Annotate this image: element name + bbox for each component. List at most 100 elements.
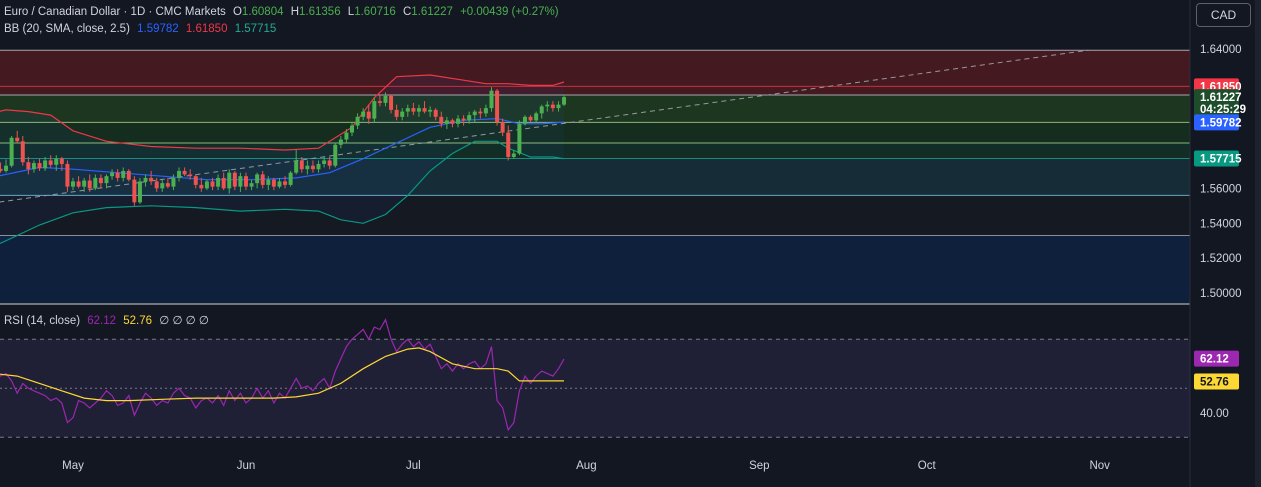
candle — [188, 169, 193, 180]
candle — [249, 179, 254, 191]
candle-body — [422, 108, 427, 112]
candle-body — [456, 118, 461, 124]
candle-body — [450, 120, 455, 124]
candle — [4, 159, 9, 173]
candle — [350, 122, 354, 137]
month-label: Oct — [918, 460, 937, 472]
candle — [428, 106, 433, 117]
candle — [238, 172, 243, 192]
candle — [366, 104, 371, 124]
candle-body — [227, 172, 232, 189]
right-scrollbar[interactable] — [1255, 0, 1261, 487]
zone-0 — [0, 50, 1190, 96]
candle — [288, 170, 293, 187]
candle-body — [316, 163, 321, 170]
candle — [338, 136, 343, 149]
candle-body — [182, 170, 187, 175]
candle — [54, 155, 59, 171]
bb-lower-line — [0, 140, 565, 245]
candle — [271, 177, 276, 191]
candle — [216, 174, 221, 191]
month-label: Jun — [237, 460, 256, 472]
candle-body — [322, 160, 327, 164]
candle — [333, 143, 338, 168]
candle — [43, 156, 48, 171]
candle-body — [522, 116, 527, 124]
candle-body — [489, 90, 494, 109]
month-label: Sep — [749, 460, 769, 472]
close-value: 1.61227 — [411, 6, 453, 18]
candle — [87, 174, 92, 192]
candle — [59, 156, 64, 171]
candle — [260, 170, 265, 189]
candle — [383, 92, 388, 107]
candle-body — [283, 181, 288, 185]
basis-price-badge: 1.59782 — [1194, 114, 1242, 131]
candle — [310, 160, 315, 173]
candle — [266, 176, 271, 191]
currency-button[interactable]: CAD — [1196, 3, 1251, 27]
candle-body — [545, 104, 550, 107]
zone-2 — [0, 122, 1190, 144]
lower-price-badge-text: 1.57715 — [1200, 154, 1242, 166]
close-label: C — [402, 6, 412, 18]
candle — [37, 158, 42, 171]
candle — [511, 149, 516, 159]
candle — [104, 174, 109, 189]
candle-body — [115, 172, 120, 178]
basis-price-badge-bg — [1194, 114, 1239, 131]
candle-body — [4, 165, 9, 171]
change-value: +0.00439 (+0.27%) — [460, 6, 559, 18]
candle-body — [160, 183, 165, 189]
bb-label[interactable]: BB (20, SMA, close, 2.5) — [4, 23, 130, 35]
candle-body — [299, 160, 304, 170]
candle-body — [366, 111, 371, 119]
candle — [506, 125, 511, 161]
bb-upper-line — [0, 74, 565, 151]
rsi-tick-label: 40.00 — [1200, 408, 1229, 420]
candle-body — [266, 179, 271, 185]
candle-body — [355, 116, 360, 126]
candle-body — [472, 111, 477, 116]
candle-body — [48, 160, 53, 165]
price-zones — [0, 50, 1190, 303]
candle — [137, 177, 142, 205]
candle-body — [416, 108, 421, 112]
time-axis: May Jun Jul Aug Sep Oct Nov — [62, 460, 1110, 472]
month-label: May — [62, 460, 84, 472]
rsi-label[interactable]: RSI (14, close) — [4, 315, 81, 327]
candle — [456, 115, 461, 128]
candle — [405, 104, 410, 117]
candle — [221, 172, 226, 191]
candle — [82, 177, 87, 192]
candle — [160, 179, 165, 192]
candle-body — [9, 137, 14, 166]
candle — [165, 177, 170, 189]
candle-body — [149, 177, 154, 182]
candle-body — [433, 109, 438, 117]
candle — [361, 108, 366, 121]
candle-body — [177, 170, 182, 178]
rsi-ma-badge-bg — [1194, 373, 1239, 390]
price-tick-label: 1.52000 — [1200, 253, 1242, 265]
candle-body — [238, 176, 243, 187]
candle — [115, 169, 120, 182]
symbol-title[interactable]: Euro / Canadian Dollar · 1D · CMC Market… — [4, 6, 226, 18]
candle-body — [15, 137, 20, 142]
candle-body — [37, 163, 42, 169]
candle-body — [461, 118, 466, 121]
candle-body — [126, 170, 131, 180]
candle — [517, 120, 522, 156]
candle-body — [98, 177, 103, 184]
zone-6 — [0, 235, 1190, 303]
candle — [467, 111, 472, 124]
candle — [171, 174, 176, 191]
bb-basis-value: 1.59782 — [137, 23, 179, 35]
candle-body — [310, 165, 315, 170]
candle-body — [327, 160, 332, 166]
rsi-value-badge-text: 62.12 — [1200, 354, 1229, 366]
zone-5 — [0, 195, 1190, 236]
candle-body — [377, 101, 382, 103]
candle-body — [188, 174, 193, 177]
